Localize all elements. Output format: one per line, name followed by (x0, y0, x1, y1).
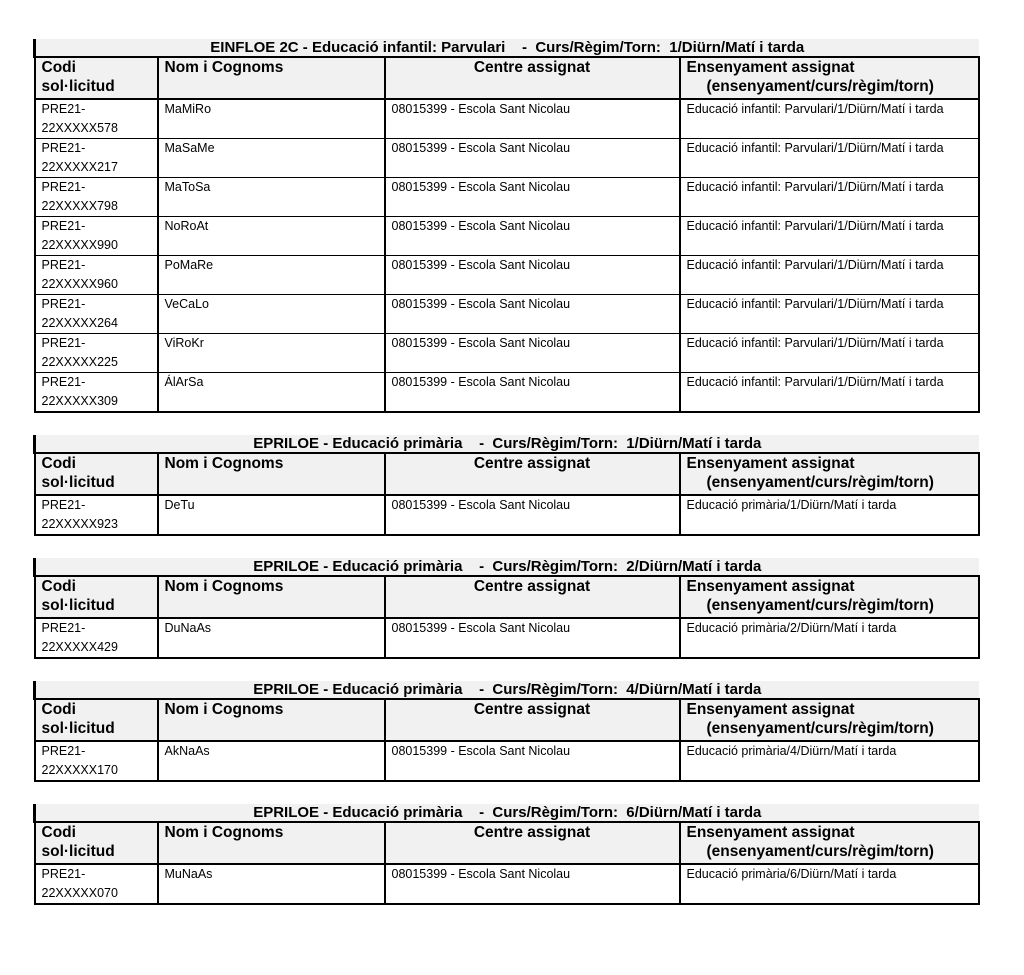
codi-cell: PRE21- 22XXXXX429 (33, 617, 159, 659)
nom-cell: MaSaMe (156, 138, 386, 178)
header-nom: Nom i Cognoms (156, 575, 386, 619)
header-ensenyament: Ensenyament assignat (ensenyament/curs/rè… (678, 56, 980, 100)
header-ensenyament: Ensenyament assignat (ensenyament/curs/rè… (678, 575, 980, 619)
header-codi: Codi sol·licitud (33, 698, 159, 742)
nom-cell: MuNaAs (156, 863, 386, 905)
codi-cell: PRE21- 22XXXXX264 (33, 294, 159, 334)
ensenyament-cell: Educació primària/4/Diürn/Matí i tarda (678, 740, 980, 782)
ensenyament-cell: Educació infantil: Parvulari/1/Diürn/Mat… (678, 255, 980, 295)
ensenyament-cell: Educació infantil: Parvulari/1/Diürn/Mat… (678, 138, 980, 178)
table-row: PRE21- 22XXXXX070 MuNaAs 08015399 - Escol… (33, 863, 980, 905)
ensenyament-cell: Educació infantil: Parvulari/1/Diürn/Mat… (678, 177, 980, 217)
header-codi: Codi sol·licitud (33, 575, 159, 619)
assignment-table: EINFLOE 2C - Educació infantil: Parvular… (32, 39, 980, 413)
codi-cell: PRE21- 22XXXXX960 (33, 255, 159, 295)
centre-cell: 08015399 - Escola Sant Nicolau (383, 494, 681, 536)
codi-cell: PRE21- 22XXXXX070 (33, 863, 159, 905)
nom-cell: ViRoKr (156, 333, 386, 373)
header-centre: Centre assignat (383, 452, 681, 496)
centre-cell: 08015399 - Escola Sant Nicolau (383, 177, 681, 217)
codi-cell: PRE21- 22XXXXX170 (33, 740, 159, 782)
ensenyament-cell: Educació primària/2/Diürn/Matí i tarda (678, 617, 980, 659)
header-centre: Centre assignat (383, 698, 681, 742)
codi-cell: PRE21- 22XXXXX923 (33, 494, 159, 536)
centre-cell: 08015399 - Escola Sant Nicolau (383, 372, 681, 413)
ensenyament-cell: Educació infantil: Parvulari/1/Diürn/Mat… (678, 98, 980, 139)
ensenyament-cell: Educació infantil: Parvulari/1/Diürn/Mat… (678, 372, 980, 413)
header-ensenyament: Ensenyament assignat (ensenyament/curs/rè… (678, 698, 980, 742)
nom-cell: NoRoAt (156, 216, 386, 256)
header-centre: Centre assignat (383, 821, 681, 865)
ensenyament-cell: Educació primària/6/Diürn/Matí i tarda (678, 863, 980, 905)
header-centre: Centre assignat (383, 56, 681, 100)
header-ensenyament: Ensenyament assignat (ensenyament/curs/rè… (678, 821, 980, 865)
centre-cell: 08015399 - Escola Sant Nicolau (383, 294, 681, 334)
table-title: EINFLOE 2C - Educació infantil: Parvular… (32, 39, 979, 58)
ensenyament-cell: Educació infantil: Parvulari/1/Diürn/Mat… (678, 294, 980, 334)
header-nom: Nom i Cognoms (156, 56, 386, 100)
table-row: PRE21- 22XXXXX429 DuNaAs 08015399 - Escol… (33, 617, 980, 659)
nom-cell: DeTu (156, 494, 386, 536)
ensenyament-cell: Educació infantil: Parvulari/1/Diürn/Mat… (678, 216, 980, 256)
table-title: EPRILOE - Educació primària - Curs/Règim… (32, 435, 979, 454)
table-row: PRE21- 22XXXXX225 ViRoKr 08015399 - Escol… (33, 333, 980, 373)
table-row: PRE21- 22XXXXX264 VeCaLo 08015399 - Escol… (33, 294, 980, 334)
header-nom: Nom i Cognoms (156, 821, 386, 865)
nom-cell: MaMiRo (156, 98, 386, 139)
header-ensenyament: Ensenyament assignat (ensenyament/curs/rè… (678, 452, 980, 496)
nom-cell: VeCaLo (156, 294, 386, 334)
table-title: EPRILOE - Educació primària - Curs/Règim… (32, 558, 979, 577)
codi-cell: PRE21- 22XXXXX798 (33, 177, 159, 217)
header-nom: Nom i Cognoms (156, 452, 386, 496)
assignment-table: EPRILOE - Educació primària - Curs/Règim… (32, 435, 980, 536)
centre-cell: 08015399 - Escola Sant Nicolau (383, 740, 681, 782)
centre-cell: 08015399 - Escola Sant Nicolau (383, 138, 681, 178)
nom-cell: MaToSa (156, 177, 386, 217)
codi-cell: PRE21- 22XXXXX225 (33, 333, 159, 373)
assignment-table: EPRILOE - Educació primària - Curs/Règim… (32, 804, 980, 905)
table-row: PRE21- 22XXXXX798 MaToSa 08015399 - Escol… (33, 177, 980, 217)
nom-cell: DuNaAs (156, 617, 386, 659)
table-row: PRE21- 22XXXXX170 AkNaAs 08015399 - Escol… (33, 740, 980, 782)
centre-cell: 08015399 - Escola Sant Nicolau (383, 98, 681, 139)
table-row: PRE21- 22XXXXX578 MaMiRo 08015399 - Escol… (33, 98, 980, 139)
nom-cell: ÁlArSa (156, 372, 386, 413)
centre-cell: 08015399 - Escola Sant Nicolau (383, 255, 681, 295)
ensenyament-cell: Educació infantil: Parvulari/1/Diürn/Mat… (678, 333, 980, 373)
table-title: EPRILOE - Educació primària - Curs/Règim… (32, 804, 979, 823)
header-nom: Nom i Cognoms (156, 698, 386, 742)
centre-cell: 08015399 - Escola Sant Nicolau (383, 617, 681, 659)
assignment-table: EPRILOE - Educació primària - Curs/Règim… (32, 558, 980, 659)
header-codi: Codi sol·licitud (33, 452, 159, 496)
header-codi: Codi sol·licitud (33, 821, 159, 865)
table-row: PRE21- 22XXXXX923 DeTu 08015399 - Escola … (33, 494, 980, 536)
centre-cell: 08015399 - Escola Sant Nicolau (383, 863, 681, 905)
assignment-table: EPRILOE - Educació primària - Curs/Règim… (32, 681, 980, 782)
codi-cell: PRE21- 22XXXXX578 (33, 98, 159, 139)
table-row: PRE21- 22XXXXX217 MaSaMe 08015399 - Escol… (33, 138, 980, 178)
header-centre: Centre assignat (383, 575, 681, 619)
document: EINFLOE 2C - Educació infantil: Parvular… (32, 39, 980, 927)
codi-cell: PRE21- 22XXXXX990 (33, 216, 159, 256)
centre-cell: 08015399 - Escola Sant Nicolau (383, 216, 681, 256)
codi-cell: PRE21- 22XXXXX309 (33, 372, 159, 413)
table-row: PRE21- 22XXXXX990 NoRoAt 08015399 - Escol… (33, 216, 980, 256)
table-row: PRE21- 22XXXXX309 ÁlArSa 08015399 - Escol… (33, 372, 980, 413)
codi-cell: PRE21- 22XXXXX217 (33, 138, 159, 178)
nom-cell: AkNaAs (156, 740, 386, 782)
table-row: PRE21- 22XXXXX960 PoMaRe 08015399 - Escol… (33, 255, 980, 295)
table-title: EPRILOE - Educació primària - Curs/Règim… (32, 681, 979, 700)
ensenyament-cell: Educació primària/1/Diürn/Matí i tarda (678, 494, 980, 536)
nom-cell: PoMaRe (156, 255, 386, 295)
header-codi: Codi sol·licitud (33, 56, 159, 100)
centre-cell: 08015399 - Escola Sant Nicolau (383, 333, 681, 373)
